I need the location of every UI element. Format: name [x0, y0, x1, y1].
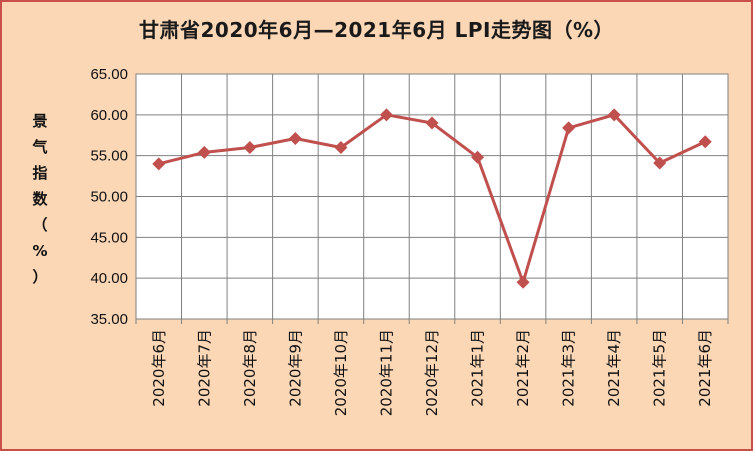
y-tick-label: 65.00: [90, 66, 128, 83]
x-tick-label: 2020年12月: [423, 329, 441, 416]
y-axis-label-char: %: [32, 242, 48, 260]
data-point-marker: [698, 135, 712, 149]
data-point-marker: [607, 108, 621, 122]
x-tick-labels: 2020年6月 2020年7月 2020年8月 2020年9月 2020年10月 2020…: [150, 329, 714, 416]
data-point-marker: [379, 108, 393, 122]
y-axis-label-char: 指: [32, 164, 48, 182]
x-tick-label: 2020年11月: [377, 329, 395, 416]
x-tick-label: 2020年10月: [332, 329, 350, 416]
data-point-marker: [562, 121, 576, 135]
x-tick-label: 2021年1月: [469, 329, 487, 407]
x-tick-label: 2021年6月: [696, 329, 714, 407]
data-point-marker: [243, 141, 257, 154]
x-tick-label: 2021年4月: [605, 329, 623, 407]
x-tick-label: 2020年8月: [241, 329, 259, 407]
y-axis-label-char: 气: [32, 138, 48, 156]
series-markers: [152, 108, 712, 289]
y-tick-label: 60.00: [90, 107, 128, 124]
data-point-marker: [653, 156, 667, 170]
y-tick-label: 50.00: [90, 189, 128, 206]
x-tick-label: 2021年3月: [560, 329, 578, 407]
y-tick-label: 45.00: [90, 229, 128, 246]
x-tick-label: 2020年6月: [150, 329, 168, 407]
grid-lines: [135, 73, 729, 324]
data-point-marker: [471, 150, 485, 164]
data-point-marker: [288, 132, 302, 146]
chart-title: 甘肃省2020年6月—2021年6月 LPI走势图（%）: [138, 18, 614, 42]
y-tick-label: 40.00: [90, 270, 128, 287]
y-tick-labels: 35.00 40.00 45.00 50.00 55.00 60.00 65.00: [90, 66, 128, 328]
x-tick-label: 2020年9月: [286, 329, 304, 407]
x-tick-label: 2021年5月: [651, 329, 669, 407]
x-tick-label: 2021年2月: [514, 329, 532, 407]
y-axis-label-char: （: [32, 216, 48, 234]
y-tick-label: 35.00: [90, 311, 128, 328]
y-axis-label-char: 景: [32, 112, 48, 130]
data-point-marker: [197, 145, 211, 159]
data-point-marker: [516, 275, 530, 289]
x-tick-label: 2020年7月: [195, 329, 213, 407]
y-axis-label: 景气指数 （% ）: [28, 108, 52, 290]
data-point-marker: [334, 141, 348, 154]
data-point-marker: [152, 157, 166, 171]
y-axis-label-char: 数: [32, 190, 48, 208]
y-tick-label: 55.00: [90, 148, 128, 165]
y-axis-label-char: ）: [32, 268, 48, 286]
data-point-marker: [425, 116, 439, 130]
